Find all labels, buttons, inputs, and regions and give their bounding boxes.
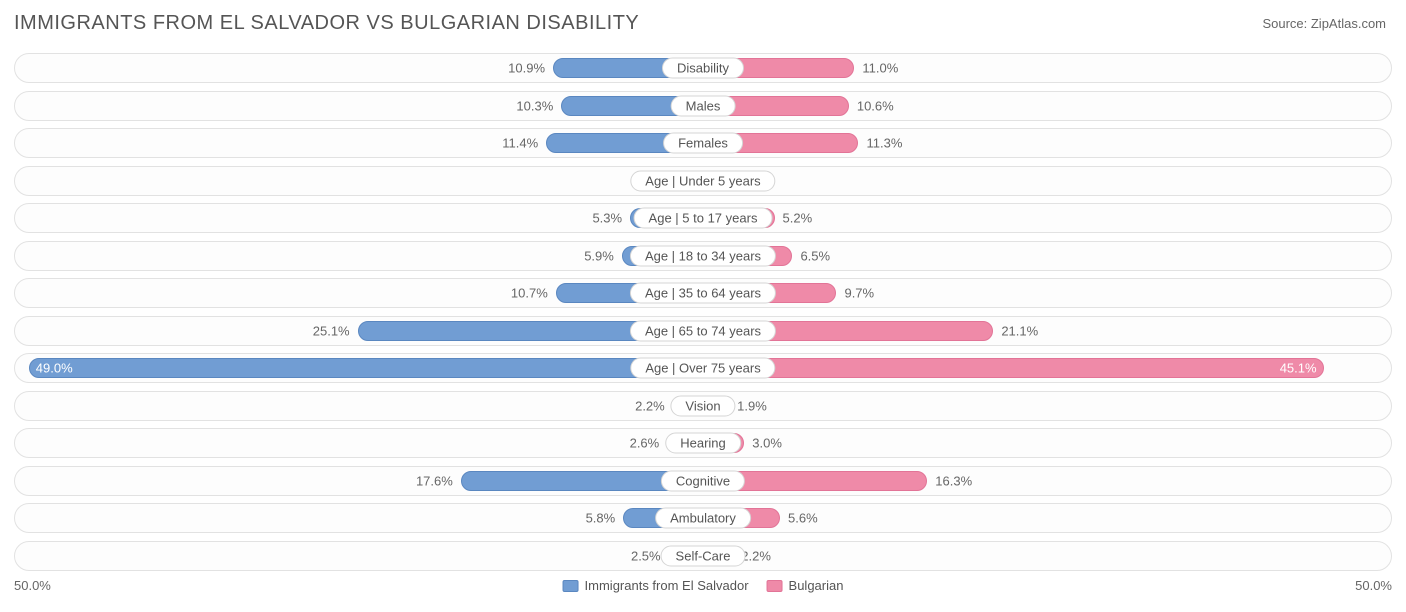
chart-row: 2.5% 2.2%Self-Care <box>14 541 1392 571</box>
chart-row: 5.8% 5.6% Ambulatory <box>14 503 1392 533</box>
legend-item-left: Immigrants from El Salvador <box>563 578 749 593</box>
value-left: 2.5% <box>631 548 661 563</box>
axis-max-right: 50.0% <box>1355 578 1392 593</box>
legend-label-right: Bulgarian <box>789 578 844 593</box>
chart-row: 10.3% 10.6% Males <box>14 91 1392 121</box>
axis-row: 50.0% Immigrants from El Salvador Bulgar… <box>14 578 1392 602</box>
category-label: Age | 65 to 74 years <box>630 320 776 341</box>
value-left: 10.3% <box>516 98 553 113</box>
chart-row: 10.9% 11.0% Disability <box>14 53 1392 83</box>
value-right: 21.1% <box>1001 323 1038 338</box>
category-label: Age | 35 to 64 years <box>630 283 776 304</box>
legend-item-right: Bulgarian <box>767 578 844 593</box>
value-left: 10.9% <box>508 61 545 76</box>
category-label: Age | Under 5 years <box>630 170 775 191</box>
value-right: 3.0% <box>752 436 782 451</box>
value-left: 17.6% <box>416 473 453 488</box>
value-right: 11.3% <box>866 136 902 151</box>
chart-row: 5.9% 6.5% Age | 18 to 34 years <box>14 241 1392 271</box>
bar-left: 49.0% <box>29 358 703 378</box>
category-label: Self-Care <box>661 545 746 566</box>
diverging-bar-chart: 10.9% 11.0% Disability 10.3% 10.6% Males 11.4%… <box>14 53 1392 571</box>
category-label: Cognitive <box>661 470 745 491</box>
category-label: Ambulatory <box>655 508 751 529</box>
bar-right: 45.1% <box>703 358 1324 378</box>
category-label: Males <box>671 95 736 116</box>
value-right: 10.6% <box>857 98 894 113</box>
legend-label-left: Immigrants from El Salvador <box>585 578 749 593</box>
category-label: Age | 5 to 17 years <box>634 208 773 229</box>
value-left: 2.2% <box>635 398 665 413</box>
value-right: 2.2% <box>741 548 771 563</box>
value-right: 16.3% <box>935 473 972 488</box>
value-left: 2.6% <box>630 436 660 451</box>
value-left: 25.1% <box>313 323 350 338</box>
value-right: 1.9% <box>737 398 767 413</box>
value-right: 9.7% <box>844 286 874 301</box>
chart-row: 25.1% 21.1% Age | 65 to 74 years <box>14 316 1392 346</box>
category-label: Age | 18 to 34 years <box>630 245 776 266</box>
source-attribution: Source: ZipAtlas.com <box>1262 16 1386 31</box>
value-left: 10.7% <box>511 286 548 301</box>
chart-row: 1.1%1.3%Age | Under 5 years <box>14 166 1392 196</box>
value-right: 6.5% <box>800 248 830 263</box>
chart-row: 2.6% 3.0% Hearing <box>14 428 1392 458</box>
value-left: 5.8% <box>586 511 616 526</box>
category-label: Disability <box>662 58 744 79</box>
category-label: Females <box>663 133 743 154</box>
legend-swatch-blue <box>563 580 579 592</box>
chart-row: 49.0% 45.1% Age | Over 75 years <box>14 353 1392 383</box>
axis-max-left: 50.0% <box>14 578 51 593</box>
value-left: 49.0% <box>36 361 73 376</box>
value-right: 45.1% <box>1280 361 1317 376</box>
value-right: 5.2% <box>783 211 813 226</box>
value-right: 11.0% <box>862 61 898 76</box>
value-left: 11.4% <box>502 136 538 151</box>
chart-row: 10.7% 9.7% Age | 35 to 64 years <box>14 278 1392 308</box>
legend-swatch-pink <box>767 580 783 592</box>
chart-row: 5.3% 5.2% Age | 5 to 17 years <box>14 203 1392 233</box>
value-left: 5.3% <box>592 211 622 226</box>
category-label: Age | Over 75 years <box>630 358 775 379</box>
chart-row: 2.2% 1.9%Vision <box>14 391 1392 421</box>
chart-row: 17.6% 16.3% Cognitive <box>14 466 1392 496</box>
chart-title: IMMIGRANTS FROM EL SALVADOR VS BULGARIAN… <box>14 12 1392 35</box>
value-right: 5.6% <box>788 511 818 526</box>
category-label: Vision <box>670 395 735 416</box>
value-left: 5.9% <box>584 248 614 263</box>
chart-row: 11.4% 11.3% Females <box>14 128 1392 158</box>
category-label: Hearing <box>665 433 741 454</box>
legend: Immigrants from El Salvador Bulgarian <box>563 578 844 593</box>
